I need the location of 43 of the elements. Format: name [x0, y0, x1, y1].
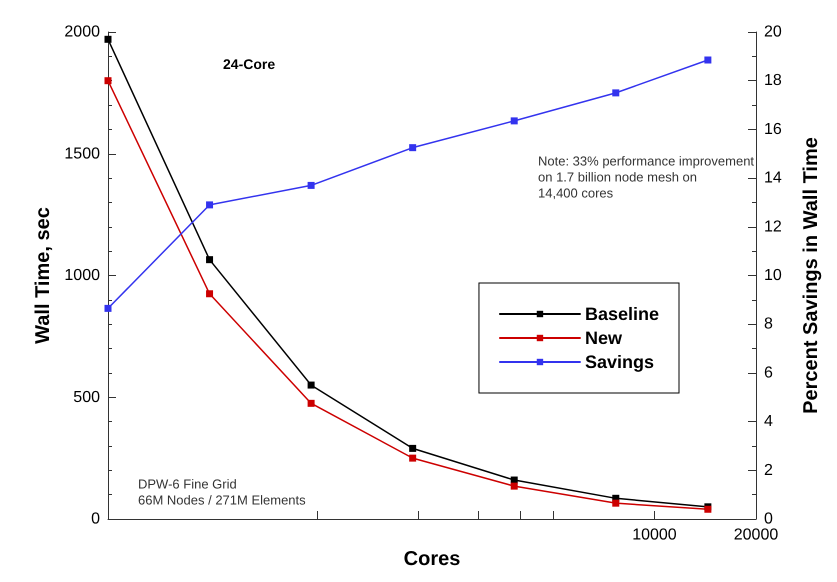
point	[510, 117, 518, 124]
y2-tick-label: 16	[764, 120, 782, 138]
x-axis-title: Cores	[404, 548, 460, 570]
point	[409, 444, 416, 452]
point	[104, 77, 112, 84]
point	[104, 36, 112, 43]
legend-label: New	[584, 328, 623, 348]
point	[206, 290, 214, 298]
y2-tick-label: 10	[764, 267, 782, 284]
y2-tick-label: 6	[764, 364, 773, 382]
annotation: DPW-6 Fine Grid 66M Nodes / 271M Elements	[138, 476, 306, 508]
point	[104, 304, 112, 312]
point	[206, 201, 214, 208]
y-tick-label: 0	[91, 510, 100, 528]
legend-label: Savings	[584, 352, 654, 372]
y-axis-title: Wall Time, sec	[32, 207, 54, 344]
y2-tick-label: 20	[764, 24, 782, 40]
point	[308, 182, 315, 189]
x-tick-label: 10000	[632, 526, 677, 544]
y-tick-label: 500	[73, 388, 100, 406]
y2-tick-label: 12	[764, 218, 782, 236]
y2-tick-label: 2	[764, 462, 773, 479]
y2-axis-title: Percent Savings in Wall Time	[800, 137, 822, 414]
point	[308, 400, 315, 407]
point	[510, 482, 518, 490]
point	[206, 256, 214, 264]
y-tick-label: 2000	[64, 24, 100, 40]
annotation: 24-Core	[223, 56, 276, 72]
x-tick-label: 20000	[734, 526, 778, 544]
point	[308, 382, 315, 389]
y2-tick-label: 14	[764, 170, 782, 187]
legend-label: Baseline	[584, 304, 660, 324]
y2-tick-label: 18	[764, 72, 782, 90]
annotation: Note: 33% performance improvement on 1.7 billion node mesh on 14,400 cores	[538, 154, 754, 200]
y-tick-label: 1000	[64, 267, 100, 284]
y2-tick-label: 8	[764, 316, 773, 333]
point	[612, 89, 620, 96]
point	[409, 144, 416, 152]
point	[612, 500, 620, 507]
y2-tick-label: 0	[764, 510, 773, 528]
y2-tick-label: 4	[764, 413, 773, 430]
point	[409, 454, 416, 462]
y-tick-label: 1500	[64, 145, 100, 162]
